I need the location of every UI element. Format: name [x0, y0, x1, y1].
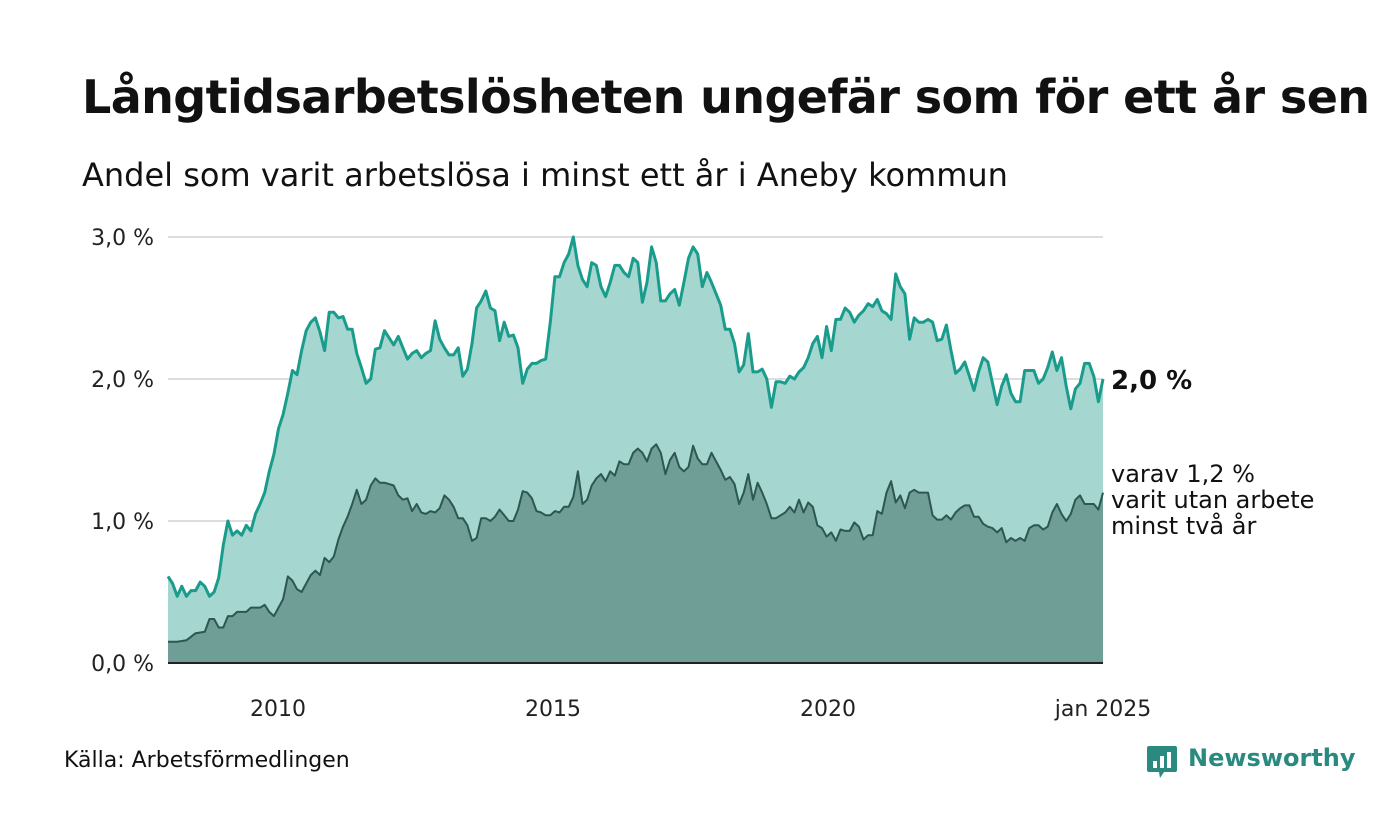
chart-subtitle: Andel som varit arbetslösa i minst ett å… [82, 156, 1008, 194]
y-tick-label: 1,0 % [91, 510, 154, 535]
series-total-line [166, 235, 1105, 598]
x-axis-ticks: 2010 2015 2020 jan 2025 [250, 697, 1151, 722]
brand-name: Newsworthy [1188, 744, 1356, 772]
x-tick-label: 2015 [525, 697, 581, 722]
y-tick-label: 0,0 % [91, 652, 154, 677]
y-tick-label: 2,0 % [91, 368, 154, 393]
x-tick-label: 2010 [250, 697, 306, 722]
series-total-end-label: 2,0 % [1111, 366, 1192, 396]
x-tick-label: 2020 [800, 697, 856, 722]
y-axis-ticks: 0,0 % 1,0 % 2,0 % 3,0 % [91, 226, 154, 677]
y-tick-label: 3,0 % [91, 226, 154, 251]
source-note: Källa: Arbetsförmedlingen [64, 748, 350, 773]
series-two-years-end-label: varav 1,2 % [1111, 460, 1255, 488]
newsworthy-logo-icon [1147, 746, 1177, 778]
chart-title: Långtidsarbetslösheten ungefär som för e… [82, 70, 1370, 124]
x-tick-label: jan 2025 [1054, 697, 1152, 722]
series-two-years-end-label: minst två år [1111, 511, 1256, 540]
series-two-years-end-label: varit utan arbete [1111, 486, 1314, 514]
series-two-years-line [168, 443, 1104, 643]
series-lines [166, 235, 1105, 643]
